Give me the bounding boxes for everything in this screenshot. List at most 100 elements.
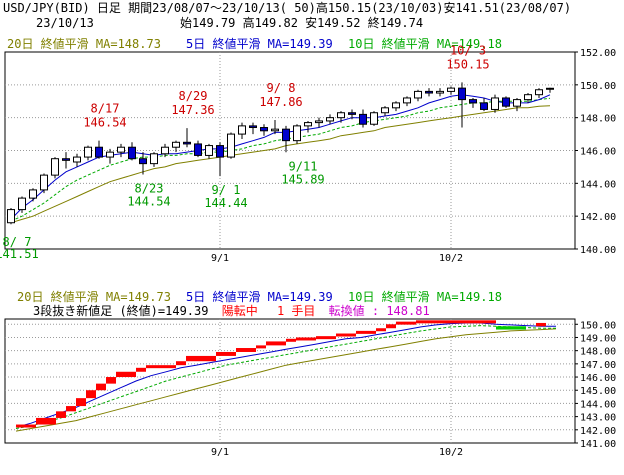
annotation-date: 9/ 1 [212,183,241,197]
brick-up [216,351,236,356]
candle [227,132,235,159]
status-count: 1 手目 [277,304,315,318]
candle-body [535,89,543,96]
lower-y-tick-label: 150.00 [580,320,616,331]
candle [458,82,466,128]
brick-up [106,377,116,384]
candle-body [194,143,202,156]
candle-body [84,146,92,158]
candle-body [40,174,48,191]
candle [205,143,213,159]
annotation-date: 8/ 7 [3,235,32,249]
brick-up [356,330,376,334]
candle [403,96,411,107]
brick-up [146,365,176,369]
candle-body [447,87,455,92]
candle-body [139,158,147,165]
candle-body [337,112,345,119]
candle-body [359,113,367,125]
annotation-date: 9/11 [289,159,318,173]
brick-up [396,321,416,325]
candle-body [414,90,422,99]
candle-body [150,153,158,165]
lower-y-tick-label: 146.00 [580,373,616,384]
lower-x-axis: 9/1 10/2 [211,447,463,458]
lower-bricks [16,320,546,428]
upper-y-tick-label: 142.00 [580,212,616,223]
candle [73,153,81,167]
candle [161,143,169,158]
brick-up [336,333,356,337]
candle-body [249,125,257,129]
upper-y-tick-label: 140.00 [580,245,616,256]
candle-body [425,90,433,94]
brick-up [56,411,66,418]
annotation-low: 8/ 7141.51 [0,235,39,261]
candle-body [29,189,37,199]
upper-ma10-line [10,97,551,222]
candle-body [183,141,191,145]
candle-body [370,112,378,125]
brick-up [96,383,106,391]
candle-body [524,94,532,101]
candle [95,140,103,159]
brick-up [316,336,336,340]
upper-x-axis: 9/1 10/2 [211,253,463,264]
brick-up [236,348,256,352]
lower-y-tick-label: 149.00 [580,333,616,344]
candle [128,142,136,161]
annotation-date: 8/17 [91,102,120,116]
candle [513,97,521,112]
upper-x-tick-label: 9/1 [211,253,229,264]
candle [7,207,15,225]
candle [172,140,180,153]
brick-up [86,390,96,399]
upper-y-axis: 140.00 142.00 144.00 146.00 148.00 150.00 152.… [575,48,616,256]
annotation-value: 141.51 [0,247,39,261]
upper-y-tick-label: 152.00 [580,48,616,59]
upper-y-tick-label: 148.00 [580,114,616,125]
candle-body [161,146,169,155]
candle [183,128,191,148]
lower-x-tick-label: 9/1 [211,447,229,458]
annotation-value: 144.44 [204,196,247,210]
annotation-date: 9/ 8 [267,81,296,95]
brick-up [256,345,266,349]
candle-body [513,99,521,107]
candle [447,86,455,95]
candle-body [128,146,136,160]
candle [150,152,158,167]
candle [117,143,125,158]
brick-up [286,338,296,342]
candle-body [172,141,180,148]
candle [326,114,334,125]
lower-ma5-line [15,322,556,428]
candle-body [260,127,268,132]
header-bar [0,0,624,15]
candle [436,88,444,97]
candle [238,122,246,140]
lower-legend-ma5: 5日 終値平滑 MA=149.39 [186,289,333,304]
lower-grid [5,319,575,443]
candle-body [480,102,488,110]
upper-y-tick-label: 144.00 [580,179,616,190]
lower-ma20-line [15,328,557,432]
candle [414,89,422,102]
candle-body [282,128,290,142]
lower-y-tick-label: 143.00 [580,413,616,424]
brick-up [386,324,396,329]
candle-body [315,120,323,124]
candle [29,188,37,202]
candle [502,96,510,108]
candle-body [271,128,279,132]
candle [304,120,312,133]
candle [282,125,290,153]
upper-y-tick-label: 146.00 [580,147,616,158]
lower-y-tick-label: 141.00 [580,439,616,450]
lower-y-tick-label: 148.00 [580,347,616,358]
brick-up [296,337,316,341]
annotation-date: 8/29 [179,89,208,103]
